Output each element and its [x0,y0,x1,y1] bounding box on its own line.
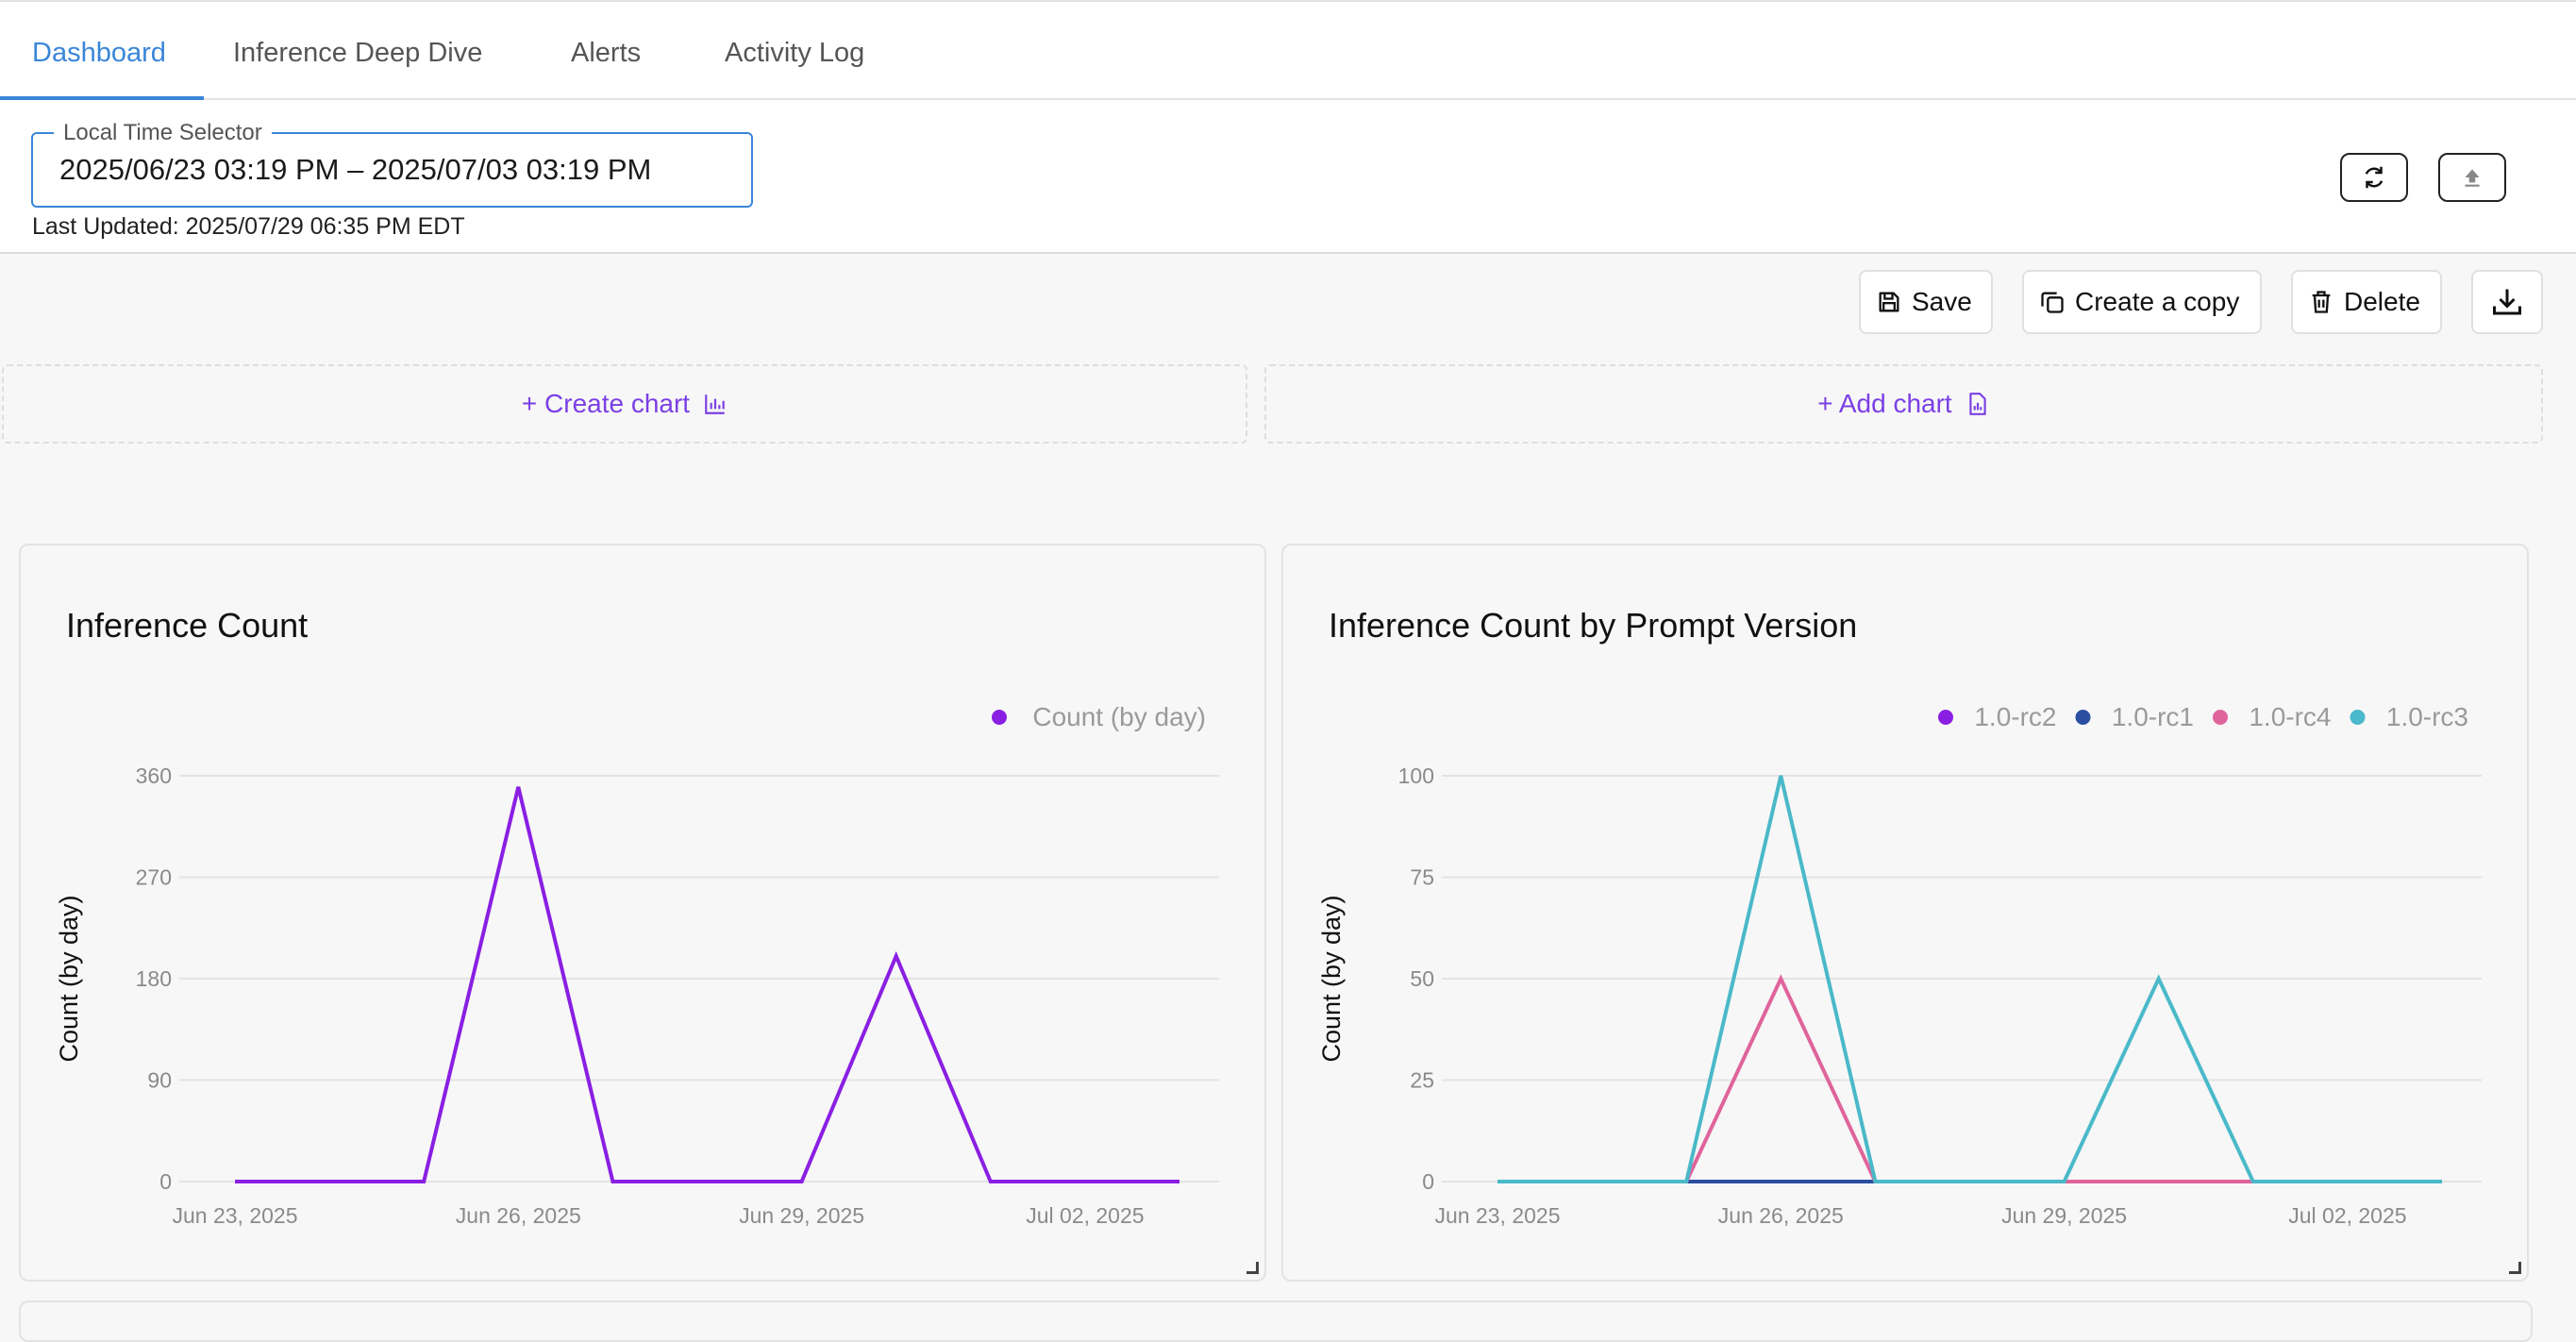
copy-label: Create a copy [2075,287,2240,316]
tab-inference-deep-dive[interactable]: Inference Deep Dive [233,38,483,68]
save-button[interactable]: Save [1859,270,1993,334]
last-updated-text: Last Updated: 2025/07/29 06:35 PM EDT [32,213,465,240]
chart-card-prompt-version: Inference Count by Prompt Version 0 25 50 7… [1281,544,2529,1282]
refresh-button[interactable] [2340,153,2408,202]
time-selector-label: Local Time Selector [54,120,272,146]
chart-title: Inference Count by Prompt Version [1329,606,1858,645]
add-chart-label: + Add chart [1817,389,1952,418]
y-tick-label: 100 [1398,763,1434,788]
tab-alerts[interactable]: Alerts [571,38,642,68]
y-tick-label: 0 [159,1169,172,1194]
bar-chart-icon [705,394,725,414]
legend-label: 1.0-rc1 [2112,702,2194,731]
x-tick-label: Jun 26, 2025 [1718,1203,1844,1228]
upload-icon [2465,169,2480,187]
x-tick-label: Jul 02, 2025 [1026,1203,1144,1228]
download-button[interactable] [2471,270,2543,334]
create-chart-slot[interactable]: + Create chart [2,364,1247,444]
x-tick-label: Jun 23, 2025 [172,1203,297,1228]
add-chart-slot[interactable]: + Add chart [1264,364,2543,444]
series-line-1-0-rc3 [1497,775,2442,1183]
create-copy-button[interactable]: Create a copy [2022,270,2262,334]
legend-marker [1938,710,1953,725]
legend-marker [992,710,1007,725]
legend-marker [2350,710,2366,725]
legend-label: Count (by day) [1032,702,1206,731]
x-tick-label: Jun 23, 2025 [1434,1203,1560,1228]
x-tick-label: Jun 29, 2025 [2001,1203,2127,1228]
delete-label: Delete [2344,287,2420,316]
delete-button[interactable]: Delete [2291,270,2442,334]
y-tick-label: 360 [136,763,172,788]
download-icon [2493,289,2521,315]
y-axis-label: Count (by day) [1317,895,1346,1062]
time-bar: Local Time Selector 2025/06/23 03:19 PM … [0,100,2576,254]
chart-title: Inference Count [66,606,309,645]
x-tick-label: Jun 26, 2025 [456,1203,581,1228]
time-range-field[interactable]: Local Time Selector 2025/06/23 03:19 PM … [31,120,753,208]
x-tick-label: Jul 02, 2025 [2288,1203,2406,1228]
prompt-version-chart: 0 25 50 75 100 Jun 23, 2025 Jun 26, 2025 Jun 29… [1317,702,2482,1228]
y-tick-label: 50 [1410,966,1434,991]
tab-bar: Dashboard Inference Deep Dive Alerts Act… [0,0,2576,100]
resize-handle[interactable] [2509,1262,2521,1274]
y-tick-label: 180 [136,966,172,991]
y-tick-label: 75 [1410,865,1434,890]
legend-marker [2213,710,2228,725]
trash-icon [2312,291,2331,313]
y-axis-label: Count (by day) [55,895,83,1062]
chart-card-inference-count: Inference Count 0 90 180 270 360 Jun 23, 2025… [19,544,1266,1282]
create-chart-label: + Create chart [521,389,691,418]
resize-handle[interactable] [1246,1262,1259,1274]
save-label: Save [1912,287,1972,316]
legend-marker [2075,710,2091,725]
save-icon [1879,292,1899,312]
tab-dashboard[interactable]: Dashboard [32,38,166,68]
legend-label: 1.0-rc4 [2249,702,2331,731]
active-tab-indicator [0,96,204,100]
y-tick-label: 0 [1422,1169,1434,1194]
copy-icon [2041,292,2064,313]
next-card [19,1300,2533,1342]
document-chart-icon [1969,393,1986,415]
y-tick-label: 25 [1410,1068,1434,1093]
time-range-value[interactable]: 2025/06/23 03:19 PM – 2025/07/03 03:19 P… [59,153,652,186]
legend-label: 1.0-rc2 [1974,702,2056,731]
y-tick-label: 270 [136,865,172,890]
inference-count-chart: 0 90 180 270 360 Jun 23, 2025 Jun 26, 2025 Jun … [55,702,1219,1228]
tab-activity-log[interactable]: Activity Log [725,38,865,68]
legend-label: 1.0-rc3 [2386,702,2468,731]
refresh-icon [2365,166,2384,189]
y-tick-label: 90 [147,1068,172,1093]
x-tick-label: Jun 29, 2025 [739,1203,864,1228]
series-line-count-by-day- [235,786,1179,1183]
upload-button[interactable] [2438,153,2506,202]
